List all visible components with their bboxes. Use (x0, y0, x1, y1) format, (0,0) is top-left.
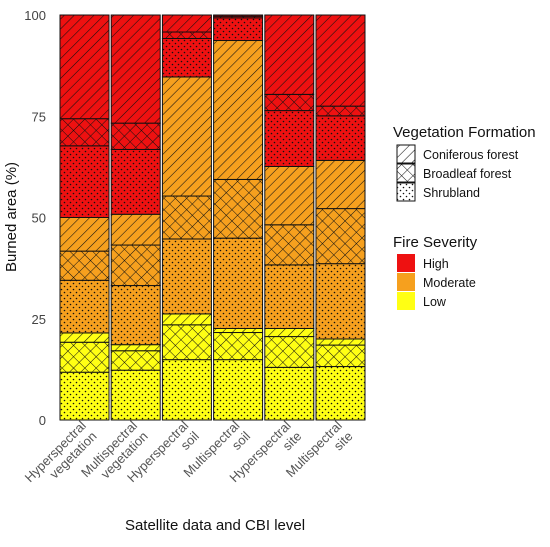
y-tick-label: 25 (32, 312, 46, 327)
bars (59, 14, 366, 421)
bar-segment-low-coniferous-forest (161, 313, 212, 326)
legend-item-moderate: Moderate (397, 273, 476, 291)
y-tick-label: 100 (24, 8, 46, 23)
bar-segment-high-coniferous-forest (213, 14, 264, 17)
y-axis-title: Burned area (%) (3, 162, 20, 272)
bar-segment-moderate-shrubland (161, 238, 212, 315)
bar-segment-low-broadleaf-forest (161, 324, 212, 361)
bar-segment-moderate-broadleaf-forest (110, 244, 161, 287)
bar-segment-low-coniferous-forest (264, 327, 315, 338)
bar-stack-multispectral-soil (213, 14, 264, 421)
bar-segment-moderate-coniferous-forest (315, 159, 366, 210)
bar-segment-low-coniferous-forest (59, 332, 110, 343)
legend-title: Vegetation Formation (393, 124, 536, 141)
bar-segment-moderate-broadleaf-forest (315, 208, 366, 265)
legend-key-swatch (397, 273, 415, 291)
bar-segment-high-broadleaf-forest (315, 105, 366, 117)
legend-label: Low (423, 295, 447, 309)
bar-segment-moderate-coniferous-forest (59, 217, 110, 252)
legend-label: Coniferous forest (423, 148, 519, 162)
y-tick-label: 75 (32, 109, 46, 124)
bar-segment-low-coniferous-forest (110, 344, 161, 352)
bar-segment-low-shrubland (110, 369, 161, 421)
legend-label: High (423, 257, 449, 271)
bar-segment-high-broadleaf-forest (59, 118, 110, 147)
legend-item-coniferous-forest: Coniferous forest (396, 144, 519, 164)
legend-label: Broadleaf forest (423, 167, 512, 181)
bar-segment-low-shrubland (161, 359, 212, 421)
bar-stack-hyperspectral-vegetation (59, 14, 110, 421)
bar-segment-low-shrubland (264, 366, 315, 421)
bar-segment-moderate-broadleaf-forest (59, 250, 110, 281)
legend-item-broadleaf-forest: Broadleaf forest (396, 163, 512, 183)
bar-segment-high-shrubland (213, 17, 264, 42)
bar-segment-high-broadleaf-forest (264, 93, 315, 112)
bar-segment-high-coniferous-forest (161, 14, 212, 33)
bar-segment-high-shrubland (59, 145, 110, 218)
bar-segment-high-broadleaf-forest (110, 122, 161, 150)
bar-segment-moderate-coniferous-forest (110, 213, 161, 246)
bar-segment-high-coniferous-forest (110, 14, 161, 124)
bar-segment-high-coniferous-forest (264, 14, 315, 95)
bar-segment-moderate-coniferous-forest (213, 40, 264, 180)
bar-stack-multispectral-site (315, 14, 366, 421)
bar-stack-multispectral-vegetation (110, 14, 161, 421)
bar-stack-hyperspectral-site (264, 14, 315, 421)
bar-segment-moderate-broadleaf-forest (213, 178, 264, 239)
legend-label: Shrubland (423, 186, 480, 200)
bar-segment-low-broadleaf-forest (110, 350, 161, 371)
bar-segment-high-broadleaf-forest (161, 31, 212, 39)
bar-segment-low-shrubland (213, 359, 264, 421)
y-tick-label: 0 (39, 413, 46, 428)
bar-segment-moderate-coniferous-forest (161, 76, 212, 197)
bar-segment-low-coniferous-forest (213, 327, 264, 334)
bar-segment-low-broadleaf-forest (315, 344, 366, 368)
x-axis-title: Satellite data and CBI level (125, 517, 305, 534)
legend-item-shrubland: Shrubland (396, 182, 480, 202)
bar-segment-moderate-coniferous-forest (264, 165, 315, 226)
bar-segment-low-broadleaf-forest (59, 341, 110, 373)
bar-segment-low-coniferous-forest (315, 338, 366, 346)
bar-segment-low-broadleaf-forest (264, 336, 315, 368)
bar-segment-high-coniferous-forest (315, 14, 366, 107)
legend-group-vegetation-formation: Vegetation Formation Coniferous forest Bro… (393, 124, 536, 202)
bar-segment-high-shrubland (315, 115, 366, 161)
legend-key-swatch (397, 254, 415, 272)
bar-segment-moderate-shrubland (59, 279, 110, 334)
bar-segment-low-shrubland (59, 371, 110, 421)
bar-segment-moderate-shrubland (315, 263, 366, 340)
bar-segment-high-shrubland (161, 37, 212, 78)
legend-key-pattern (396, 163, 416, 183)
legend-key-swatch (397, 292, 415, 310)
bar-segment-high-shrubland (110, 148, 161, 215)
legend-item-high: High (397, 254, 449, 272)
legend-group-fire-severity: Fire Severity High Moderate Low (393, 234, 478, 310)
legend-key-pattern (396, 182, 416, 202)
bar-segment-moderate-broadleaf-forest (264, 224, 315, 266)
legend: Vegetation Formation Coniferous forest Bro… (393, 124, 536, 310)
bar-segment-low-broadleaf-forest (213, 332, 264, 361)
bar-stack-hyperspectral-soil (161, 14, 212, 421)
x-axis-ticks: HyperspectralvegetationMultispectralvege… (22, 418, 356, 485)
bar-segment-moderate-shrubland (264, 264, 315, 329)
legend-label: Moderate (423, 276, 476, 290)
y-tick-label: 50 (32, 211, 46, 226)
legend-title: Fire Severity (393, 234, 478, 251)
bar-segment-moderate-shrubland (110, 285, 161, 346)
legend-key-pattern (396, 144, 416, 164)
bar-segment-high-coniferous-forest (59, 14, 110, 120)
bar-segment-moderate-broadleaf-forest (161, 195, 212, 240)
bar-segment-moderate-shrubland (213, 237, 264, 329)
legend-item-low: Low (397, 292, 447, 310)
y-axis-ticks: 0 25 50 75 100 (24, 8, 46, 428)
bar-segment-high-shrubland (264, 110, 315, 167)
bar-segment-low-shrubland (315, 366, 366, 421)
